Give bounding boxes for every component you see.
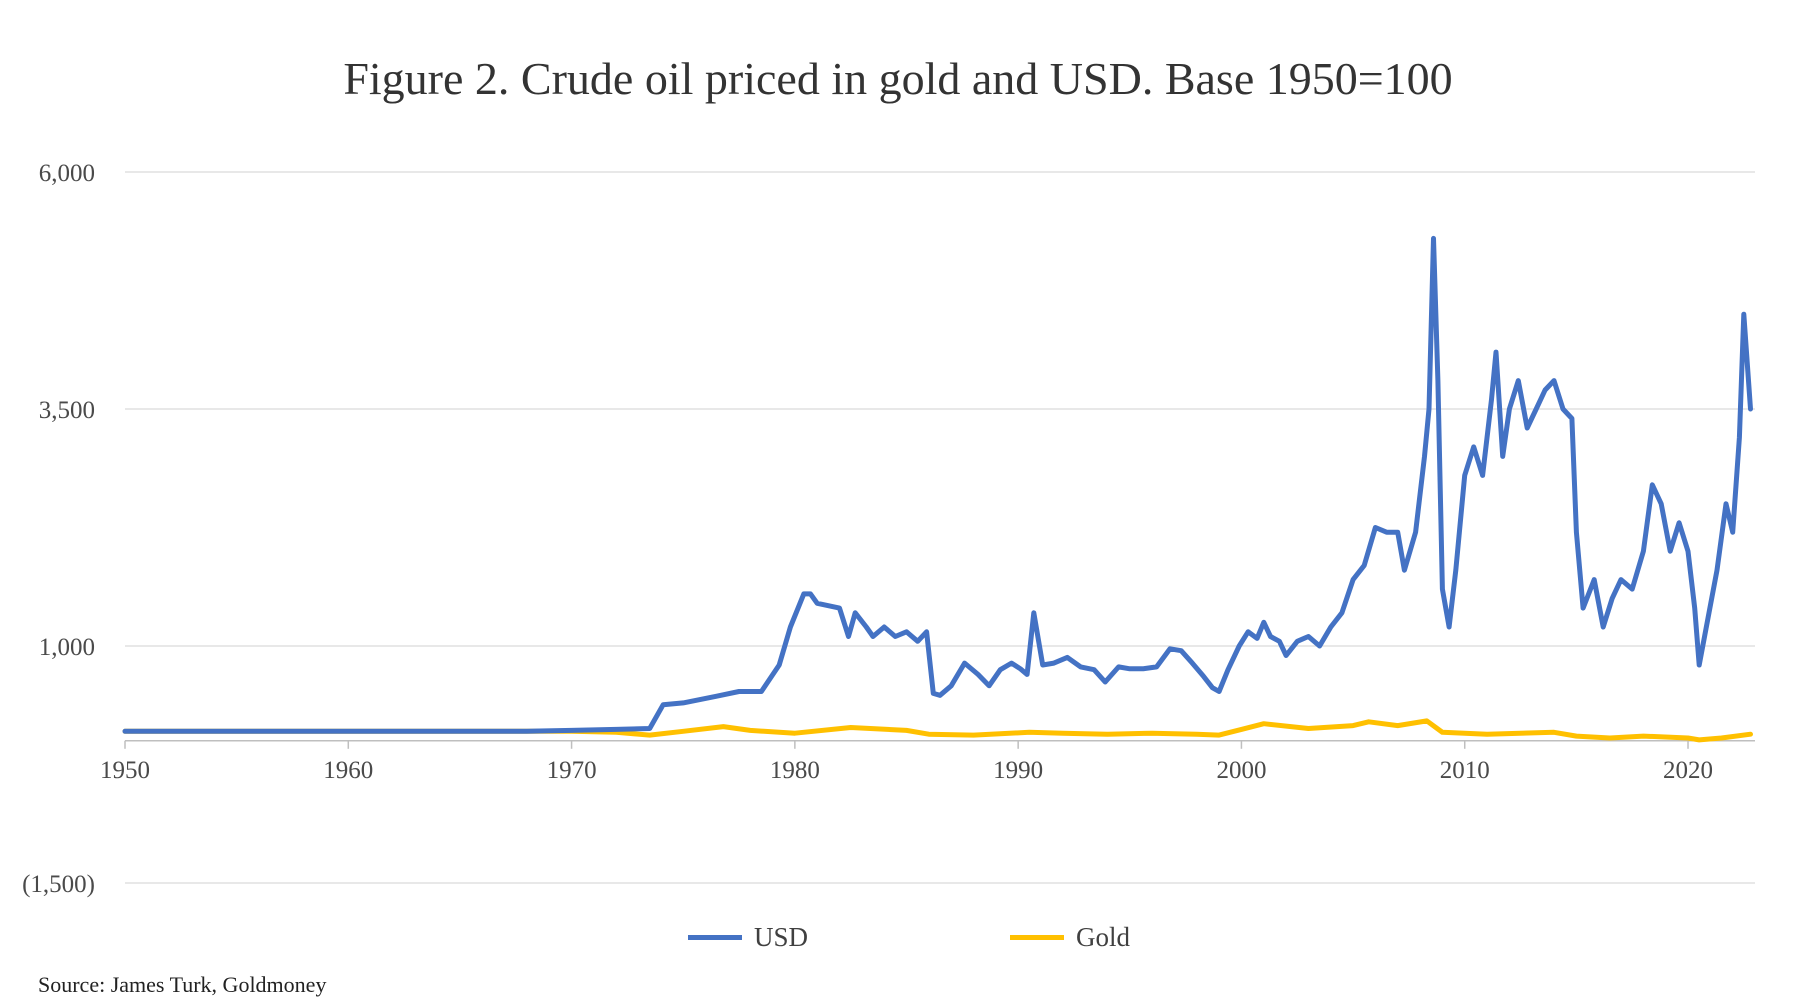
y-tick-label: 6,000 [39, 160, 95, 187]
x-tick-label: 1990 [993, 757, 1043, 784]
usd-legend-label: USD [754, 922, 809, 952]
gold-legend-label: Gold [1076, 922, 1130, 952]
x-tick-label: 1950 [100, 757, 150, 784]
x-tick-label: 2000 [1216, 757, 1266, 784]
series-line-usd [122, 235, 1753, 734]
legend-item-usd: USD [688, 922, 808, 953]
axis-labels: 6,000 3,500 1,000 (1,500) 1950 1960 1970 1980 19… [22, 160, 1713, 898]
x-tick-label: 1970 [547, 757, 597, 784]
series-line-gold [122, 718, 1753, 743]
series-lines [122, 235, 1753, 743]
legend-item-gold: Gold [1010, 922, 1130, 953]
gold-legend-swatch [1010, 935, 1064, 940]
x-tick-label: 2010 [1440, 757, 1490, 784]
chart-title: Figure 2. Crude oil priced in gold and U… [343, 53, 1453, 104]
x-tick-label: 1960 [323, 757, 373, 784]
y-tick-label: 3,500 [39, 397, 95, 424]
usd-legend-swatch [688, 935, 742, 940]
gridlines [124, 171, 1755, 884]
source-note: Source: James Turk, Goldmoney [38, 972, 327, 997]
y-tick-label: (1,500) [22, 871, 95, 898]
y-tick-label: 1,000 [39, 634, 95, 661]
x-tick-label: 2020 [1663, 757, 1713, 784]
x-tick-label: 1980 [770, 757, 820, 784]
